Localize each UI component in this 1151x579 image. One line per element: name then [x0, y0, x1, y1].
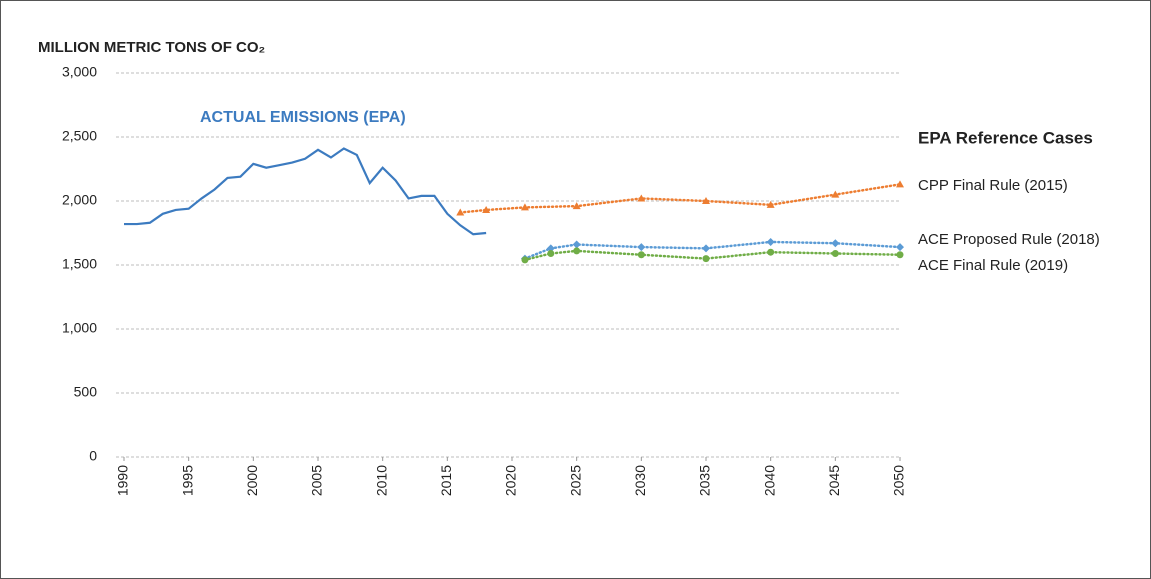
marker: [637, 194, 646, 202]
x-tick-label: 2010: [373, 465, 389, 496]
x-tick-label: 2025: [567, 465, 583, 496]
x-tick-label: 2035: [697, 465, 713, 496]
x-tick-label: 1995: [179, 465, 195, 496]
marker: [766, 237, 775, 246]
marker: [702, 197, 710, 204]
marker: [896, 243, 904, 252]
y-tick-label: 2,500: [62, 128, 97, 144]
marker: [766, 200, 775, 208]
marker: [637, 251, 645, 259]
x-tick-label: 2030: [632, 465, 648, 496]
y-tick-label: 2,000: [62, 192, 97, 208]
marker: [637, 243, 646, 252]
marker: [456, 208, 465, 216]
series-label: ACTUAL EMISSIONS (EPA): [200, 109, 406, 126]
marker: [573, 247, 581, 255]
marker: [831, 239, 840, 248]
marker: [521, 256, 529, 264]
x-tick-label: 2015: [438, 465, 454, 496]
x-tick-label: 2000: [244, 465, 260, 496]
marker: [482, 205, 491, 213]
series-line: [523, 249, 902, 262]
marker: [547, 249, 555, 257]
x-tick-label: 2050: [891, 465, 907, 496]
x-tick-label: 2045: [826, 465, 842, 496]
y-tick-label: 1,000: [62, 320, 97, 336]
marker: [831, 249, 839, 257]
x-tick-label: 2040: [761, 465, 777, 496]
x-tick-label: 2020: [503, 465, 519, 496]
y-tick-label: 1,500: [62, 256, 97, 272]
marker: [572, 202, 581, 210]
series-label: ACE Final Rule (2019): [918, 257, 1068, 274]
marker: [520, 203, 529, 211]
marker: [572, 240, 581, 249]
marker: [546, 244, 555, 253]
x-tick-label: 1990: [115, 465, 131, 496]
chart-title: MILLION METRIC TONS OF CO₂: [38, 39, 265, 56]
legend-title: EPA Reference Cases: [918, 128, 1093, 147]
marker: [702, 244, 710, 253]
y-tick-label: 500: [74, 384, 98, 400]
y-tick-label: 0: [89, 448, 97, 464]
series-label: ACE Proposed Rule (2018): [918, 231, 1100, 248]
series-line: [124, 147, 487, 236]
x-tick-label: 2005: [309, 465, 325, 496]
y-tick-label: 3,000: [62, 64, 97, 80]
series-line: [523, 240, 902, 260]
marker: [896, 251, 904, 259]
marker: [831, 190, 840, 198]
marker: [702, 255, 710, 263]
series-label: CPP Final Rule (2015): [918, 177, 1068, 194]
marker: [767, 248, 775, 256]
marker: [896, 180, 904, 188]
